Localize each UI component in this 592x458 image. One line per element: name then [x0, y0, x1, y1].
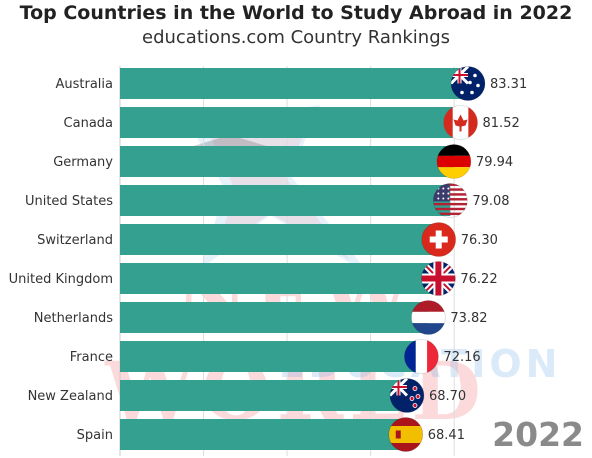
- uk-flag-icon: [420, 261, 456, 296]
- netherlands-flag-icon: [410, 300, 446, 335]
- category-label: Germany: [53, 155, 113, 170]
- spain-flag-icon: [388, 417, 424, 452]
- bar: [120, 263, 439, 294]
- category-label: United States: [25, 194, 113, 209]
- value-label: 72.16: [443, 350, 480, 365]
- category-label: Australia: [55, 77, 113, 92]
- value-label: 68.41: [428, 428, 465, 443]
- category-label: United Kingdom: [9, 272, 113, 287]
- bar: [120, 68, 468, 99]
- switzerland-flag-icon: [421, 222, 457, 257]
- france-flag-icon: [404, 339, 439, 374]
- bar: [120, 419, 406, 450]
- value-label: 81.52: [483, 116, 520, 131]
- bar: [120, 302, 429, 333]
- chart-subtitle: educations.com Country Rankings: [142, 27, 450, 48]
- value-label: 76.30: [461, 233, 498, 248]
- value-label: 73.82: [450, 311, 487, 326]
- category-label: New Zealand: [28, 389, 113, 404]
- bar: [120, 380, 407, 411]
- new-zealand-flag-icon: [389, 378, 425, 413]
- category-label: France: [70, 350, 113, 365]
- value-label: 79.08: [472, 194, 509, 209]
- australia-flag-icon: [450, 66, 486, 101]
- bar: [120, 224, 439, 255]
- germany-flag-icon: [436, 144, 472, 179]
- value-label: 79.94: [476, 155, 513, 170]
- value-label: 83.31: [490, 77, 527, 92]
- category-label: Canada: [64, 116, 113, 131]
- year-label: 2022: [492, 415, 584, 454]
- bar: [120, 107, 461, 138]
- category-label: Switzerland: [37, 233, 113, 248]
- bar: [120, 146, 454, 177]
- bar: [120, 341, 422, 372]
- category-label: Netherlands: [34, 311, 113, 326]
- canada-flag-icon: [443, 105, 478, 140]
- value-label: 76.22: [460, 272, 497, 287]
- bar: [120, 185, 451, 216]
- chart-title: Top Countries in the World to Study Abro…: [19, 2, 573, 24]
- category-label: Spain: [77, 428, 113, 443]
- value-label: 68.70: [429, 389, 466, 404]
